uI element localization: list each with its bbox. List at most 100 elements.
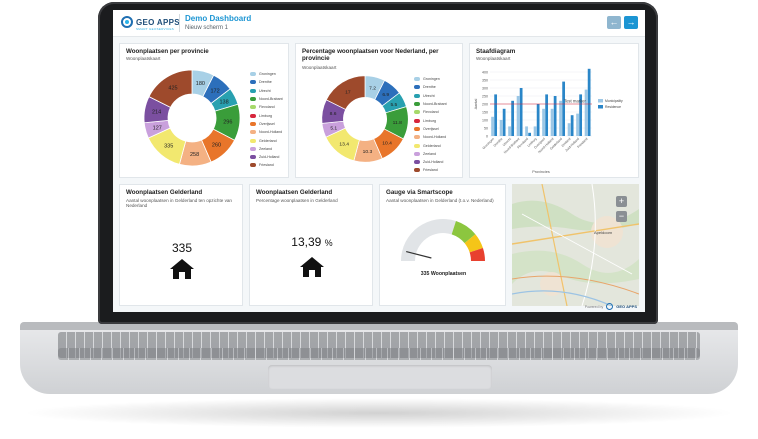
y-tick-label: 300 <box>482 86 488 90</box>
legend-item[interactable]: Groningen <box>414 75 447 83</box>
legend-swatch <box>250 105 256 110</box>
bar-municipality[interactable] <box>491 116 494 136</box>
legend-item[interactable]: Friesland <box>414 166 447 174</box>
card-staafdiagram: Staafdiagram Woonplaatskaart 0 50 100 150 20… <box>469 43 639 178</box>
card-title: Woonplaatsen Gelderland <box>256 189 333 196</box>
legend-label: Noord-Holland <box>259 130 283 135</box>
card-subtitle: Percentage woonplaatsen in Gelderland <box>256 198 338 203</box>
legend-swatch <box>414 135 420 140</box>
slice-data-label: 214 <box>152 110 161 116</box>
dashboard-screen: GEO APPS SMART GEOSERVICES Demo Dashboar… <box>113 10 645 312</box>
zoom-out-button[interactable]: − <box>616 211 627 222</box>
bar-residence[interactable] <box>536 104 540 136</box>
legend-item[interactable]: Limburg <box>250 111 283 119</box>
legend-item[interactable]: Noord-Brabant <box>250 95 283 103</box>
legend-label: Flevoland <box>259 105 275 110</box>
bar-municipality[interactable] <box>567 123 571 136</box>
legend-item[interactable]: Noord-Brabant <box>414 100 447 108</box>
legend-swatch <box>250 146 256 151</box>
legend-item[interactable]: Zuid-Holland <box>414 158 447 166</box>
donut-slice[interactable] <box>325 75 366 110</box>
chart-legend: Groningen Drenthe Utrecht Noord-Brabant Flev… <box>414 75 447 175</box>
legend-label: Drenthe <box>259 80 272 85</box>
logo-text: GEO APPS <box>136 17 180 27</box>
donut-slice[interactable] <box>148 69 193 108</box>
y-tick-label: 400 <box>482 70 488 74</box>
bar-municipality[interactable] <box>508 126 511 136</box>
bar-municipality[interactable] <box>584 89 588 136</box>
previous-screen-button[interactable]: ← <box>607 16 621 29</box>
legend-item[interactable]: Zuid-Holland <box>250 153 283 161</box>
legend-item[interactable]: Groningen <box>250 70 283 78</box>
legend-swatch <box>250 155 256 160</box>
legend-item[interactable]: Flevoland <box>250 103 283 111</box>
bar-residence[interactable] <box>502 108 506 136</box>
legend-item[interactable]: Friesland <box>250 161 283 169</box>
legend-item[interactable]: Gelderland <box>250 136 283 144</box>
legend-swatch <box>414 85 420 90</box>
legend-item[interactable]: Noord-Holland <box>414 133 447 141</box>
bar-residence[interactable] <box>528 132 532 136</box>
y-tick-label: 200 <box>482 102 488 106</box>
legend-item[interactable]: Gelderland <box>414 141 447 149</box>
slice-data-label: 258 <box>190 152 199 158</box>
legend-item[interactable]: Overijssel <box>250 120 283 128</box>
legend-item[interactable]: Limburg <box>414 116 447 124</box>
legend-item[interactable]: Utrecht <box>414 92 447 100</box>
legend-item[interactable]: Overijssel <box>414 125 447 133</box>
card-woonplaatsen-gelderland-percentage: Woonplaatsen Gelderland Percentage woonp… <box>249 184 373 306</box>
legend-label: Zuid-Holland <box>423 160 444 165</box>
legend-label: Groningen <box>423 77 440 82</box>
slice-data-label: 180 <box>196 81 205 87</box>
slice-data-label: 6.9 <box>382 92 389 98</box>
legend-swatch <box>598 99 603 103</box>
bar-residence[interactable] <box>545 94 549 136</box>
bar-municipality[interactable] <box>559 100 562 136</box>
bar-residence[interactable] <box>570 115 574 136</box>
bar-municipality[interactable] <box>550 108 554 136</box>
bar-municipality[interactable] <box>576 113 579 136</box>
bar-residence[interactable] <box>579 94 583 136</box>
legend-item[interactable]: Noord-Holland <box>250 128 283 136</box>
x-tick-label: Zeeland <box>560 137 571 148</box>
card-title: Staafdiagram <box>476 48 516 55</box>
legend-swatch <box>250 97 256 102</box>
slice-data-label: 13.4 <box>339 142 349 148</box>
legend-label[interactable]: Residence <box>605 105 621 109</box>
legend-swatch <box>250 113 256 118</box>
donut-chart-percentages: 7.2 6.95.5 11.8 10.4 10.3 13.4 5.1 8.6 17 <box>321 75 409 163</box>
map-view[interactable]: Apeldoorn + − <box>512 184 639 306</box>
bar-residence[interactable] <box>587 68 591 136</box>
legend-label: Gelderland <box>259 138 277 143</box>
bar-municipality[interactable] <box>542 108 545 136</box>
bar-municipality[interactable] <box>533 126 537 136</box>
legend-label: Friesland <box>259 163 274 168</box>
bar-municipality[interactable] <box>525 126 528 136</box>
slice-data-label: 260 <box>212 142 221 148</box>
zoom-in-button[interactable]: + <box>616 196 627 207</box>
bar-residence[interactable] <box>494 94 498 136</box>
legend-label[interactable]: Municipality <box>605 99 623 103</box>
legend-item[interactable]: Flevoland <box>414 108 447 116</box>
legend-swatch <box>414 77 420 82</box>
legend-item[interactable]: Utrecht <box>250 87 283 95</box>
bar-residence[interactable] <box>511 100 515 136</box>
house-icon <box>300 257 324 277</box>
legend-label: Drenthe <box>423 85 436 90</box>
laptop-hinge <box>20 322 738 330</box>
legend-item[interactable]: Drenthe <box>414 83 447 91</box>
legend-item[interactable]: Zeeland <box>250 145 283 153</box>
bar-residence[interactable] <box>562 81 566 136</box>
bar-municipality[interactable] <box>499 120 503 136</box>
next-screen-button[interactable]: → <box>624 16 638 29</box>
bar-residence[interactable] <box>519 88 523 136</box>
y-tick-label: 50 <box>484 126 488 130</box>
card-title: Percentage woonplaatsen voor Nederland, … <box>302 48 439 62</box>
legend-item[interactable]: Zeeland <box>414 150 447 158</box>
bar-municipality[interactable] <box>516 96 520 136</box>
legend-item[interactable]: Drenthe <box>250 78 283 86</box>
card-title: Woonplaatsen Gelderland <box>126 189 203 196</box>
legend-swatch <box>414 102 420 107</box>
bar-residence[interactable] <box>553 96 557 136</box>
card-subtitle: Woonplaatskaart <box>302 65 337 70</box>
